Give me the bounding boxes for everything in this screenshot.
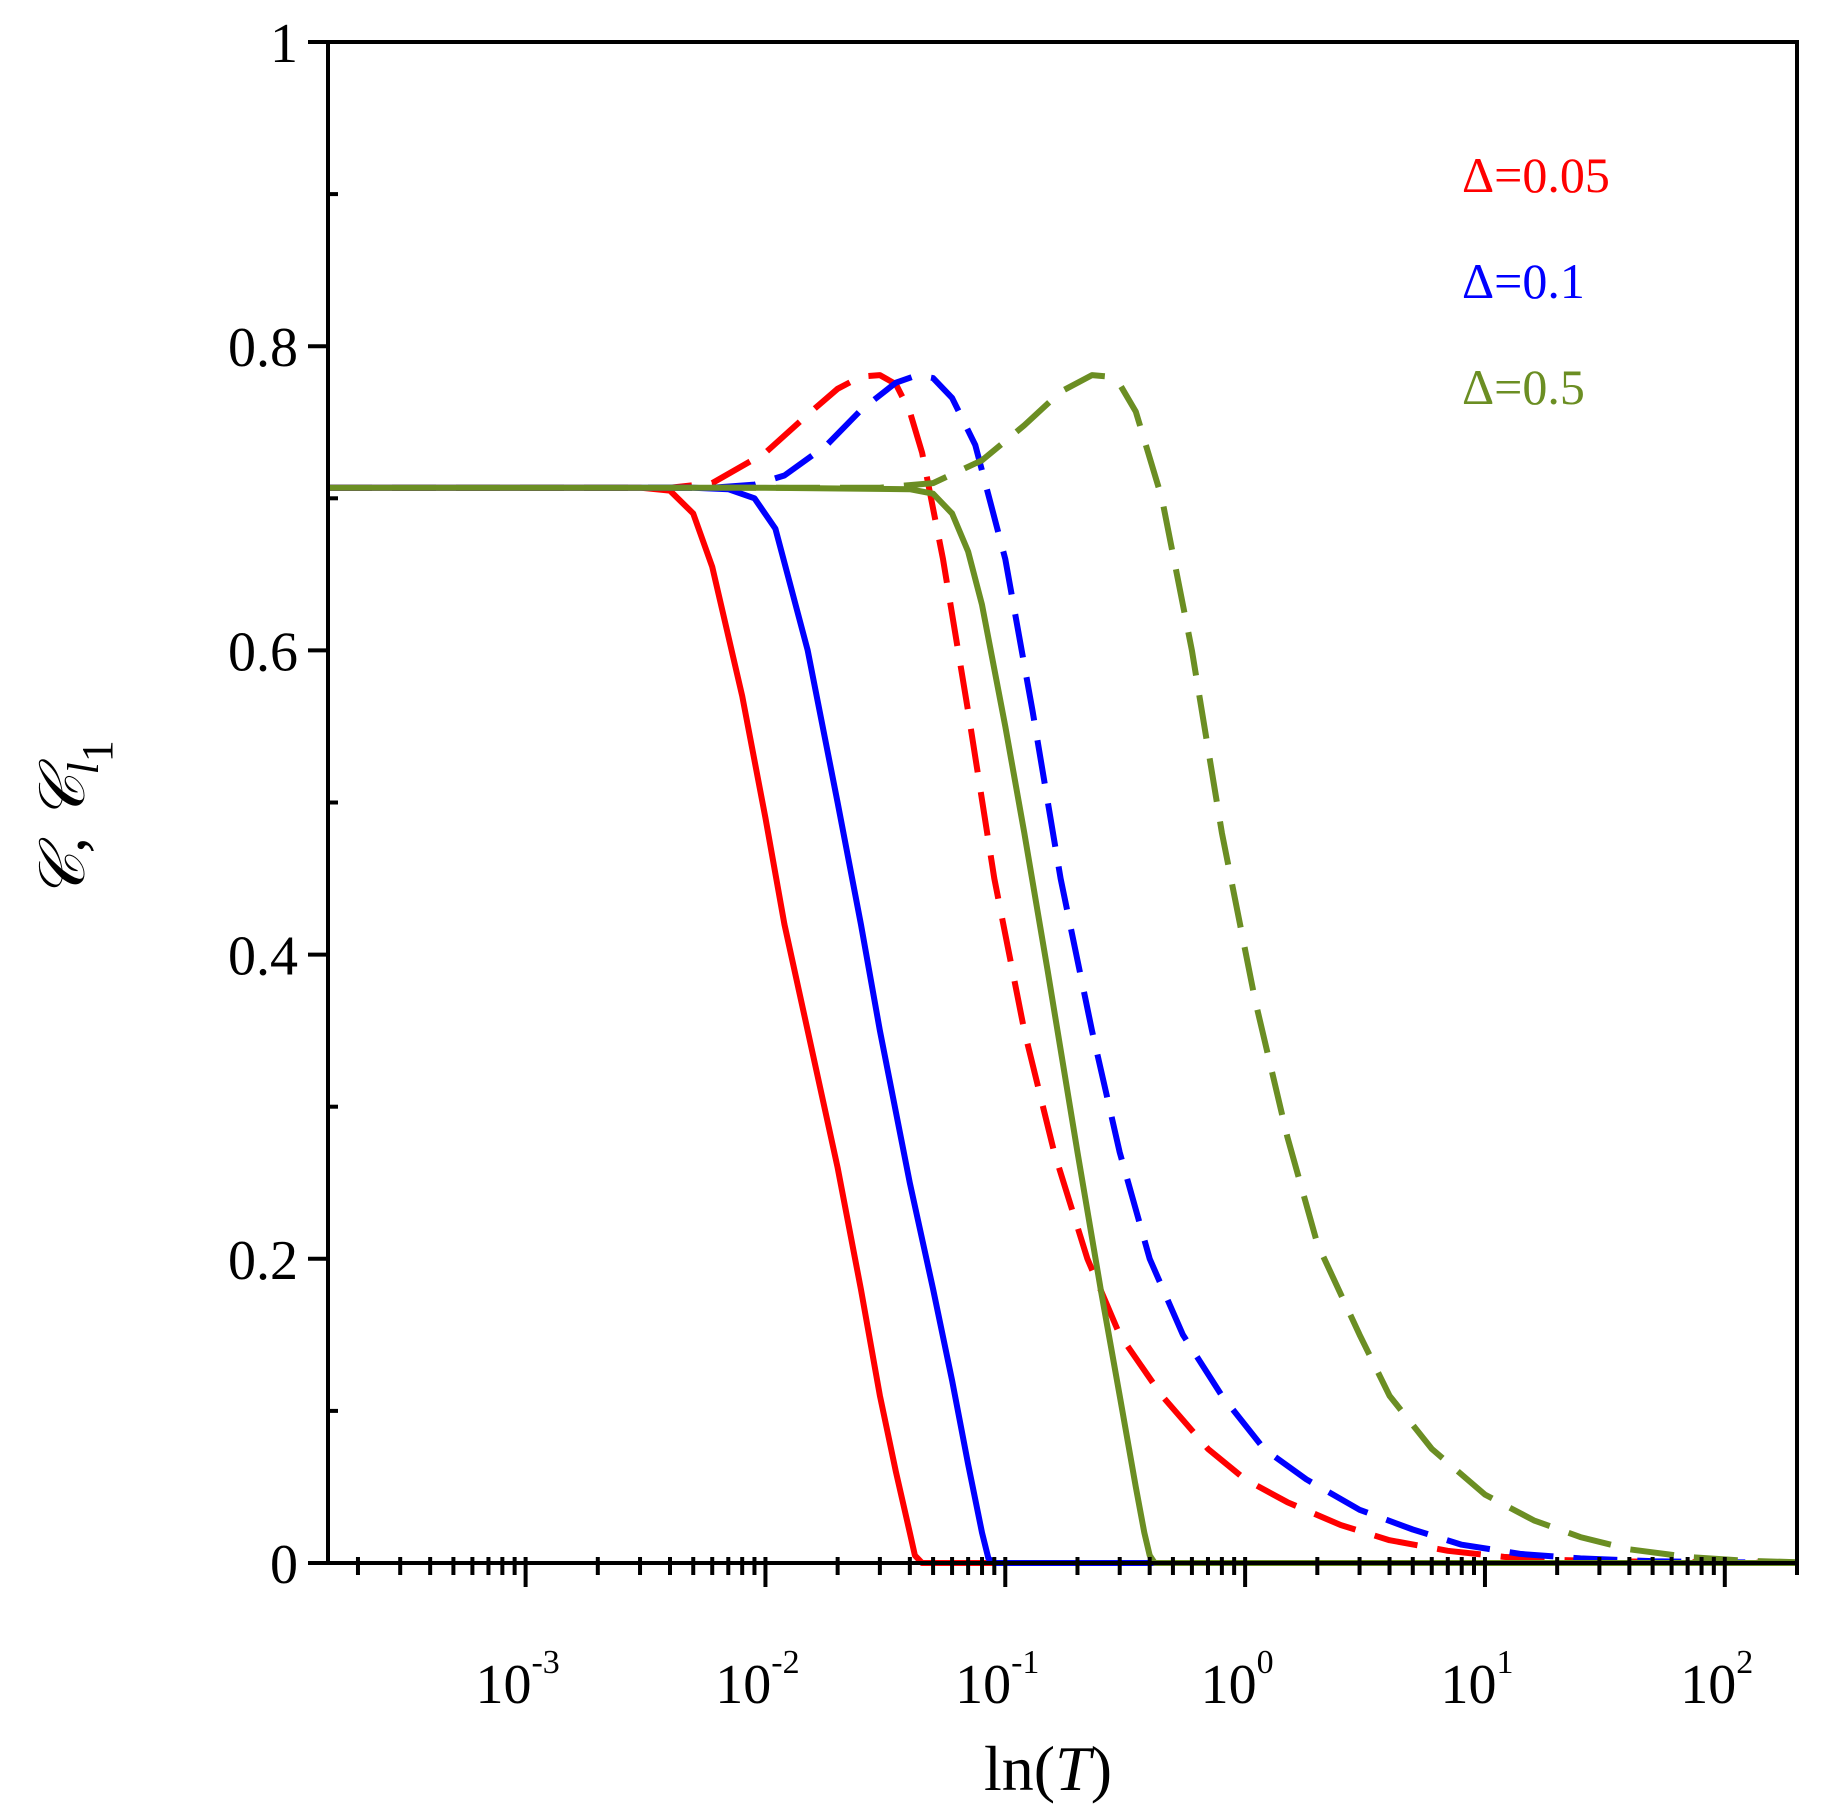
y-axis-title-main: 𝒞, 𝒞 bbox=[27, 758, 98, 900]
y-tick-label: 0.8 bbox=[228, 317, 298, 379]
series-line-dashed-1 bbox=[328, 372, 1798, 1566]
legend-item-0: Δ=0.05 bbox=[1462, 147, 1610, 203]
y-tick-label: 0.6 bbox=[228, 621, 298, 683]
y-tick-label: 0.2 bbox=[228, 1230, 298, 1292]
x-tick-label: 100 bbox=[1201, 1644, 1274, 1716]
y-axis-title: 𝒞, 𝒞l1 bbox=[27, 740, 122, 900]
series-layer bbox=[328, 372, 1798, 1566]
x-axis-title-var: T bbox=[1055, 1733, 1095, 1804]
legend-item-2: Δ=0.5 bbox=[1462, 359, 1585, 415]
legend-item-1: Δ=0.1 bbox=[1462, 253, 1585, 309]
x-tick-label: 10-2 bbox=[715, 1644, 799, 1716]
y-axis-title-sub2: 1 bbox=[73, 740, 122, 762]
y-tick-label: 0 bbox=[270, 1534, 298, 1596]
x-axis-title-open: ( bbox=[1034, 1733, 1055, 1804]
legend: Δ=0.05 Δ=0.1 Δ=0.5 bbox=[1462, 147, 1610, 415]
x-tick-label: 101 bbox=[1440, 1644, 1513, 1716]
y-axis-title-sub1: l bbox=[59, 762, 108, 774]
x-axis: 10-3 10-2 10-1 100 101 102 bbox=[355, 1557, 1799, 1716]
x-tick-label: 10-1 bbox=[955, 1644, 1039, 1716]
y-axis: 0 0.2 0.4 0.6 0.8 1 bbox=[228, 13, 338, 1596]
x-axis-title-prefix: ln bbox=[984, 1733, 1034, 1804]
x-tick-label: 102 bbox=[1680, 1644, 1753, 1716]
x-axis-title: ln(T) bbox=[984, 1733, 1112, 1804]
series-line-solid-5 bbox=[328, 484, 1797, 1566]
y-tick-label: 1 bbox=[270, 13, 298, 75]
x-tick-label: 10-3 bbox=[475, 1644, 559, 1716]
series-line-dashed-0 bbox=[328, 372, 1798, 1566]
x-axis-title-close: ) bbox=[1091, 1733, 1112, 1804]
y-tick-label: 0.4 bbox=[228, 926, 298, 988]
